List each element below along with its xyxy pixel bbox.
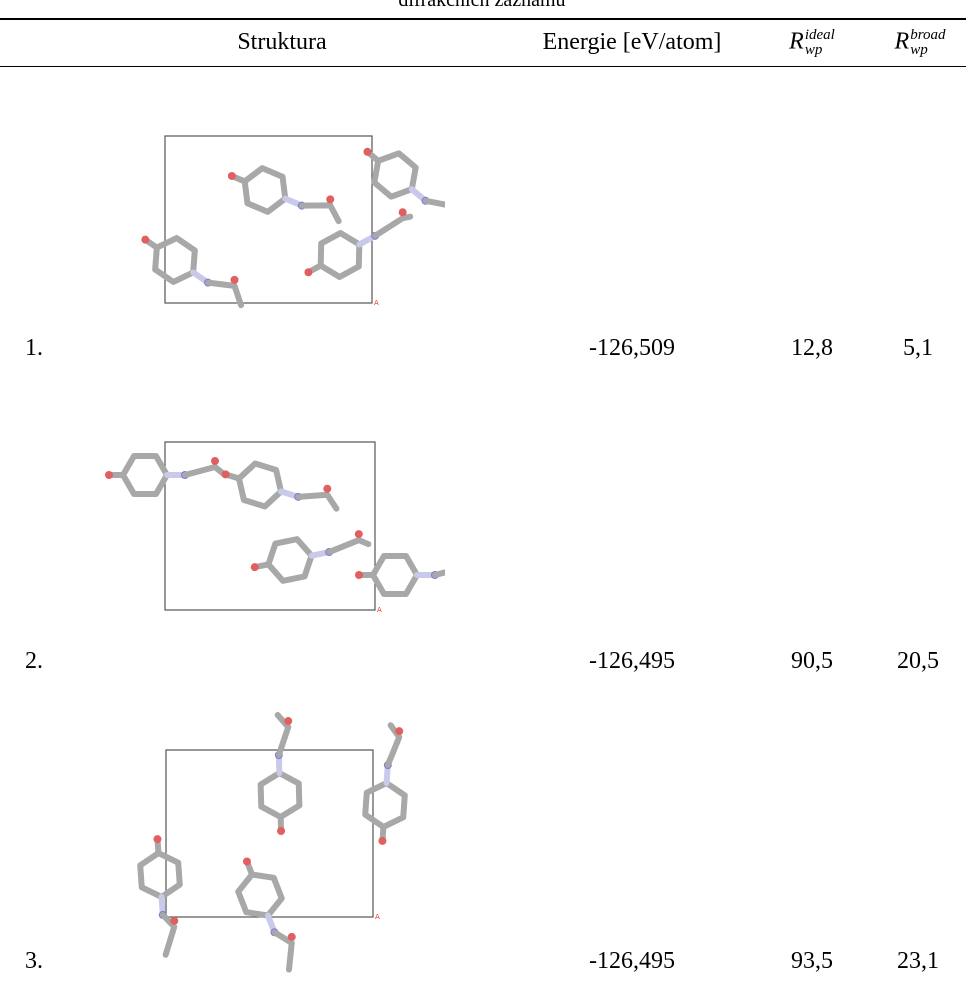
subscript: wp	[910, 43, 945, 58]
structure-image: A	[95, 400, 445, 640]
atom	[363, 148, 371, 156]
axis-label: A	[374, 299, 379, 307]
atom	[288, 933, 296, 941]
atom	[277, 827, 285, 835]
bond	[239, 464, 281, 507]
column-header: Struktura	[237, 30, 326, 54]
atom	[211, 457, 219, 465]
r-broad: 23,1	[897, 949, 939, 973]
atom	[141, 236, 149, 244]
bond	[140, 853, 180, 897]
bond	[123, 456, 167, 494]
axis-label: A	[375, 913, 380, 921]
energy: -126,509	[589, 336, 675, 360]
header-rule	[0, 66, 966, 67]
structure-image: A	[95, 95, 445, 345]
page: {"header": {"caption": "difrakčních zázn…	[0, 0, 966, 994]
structure-image: A	[95, 685, 445, 975]
top-rule	[0, 18, 966, 20]
r-broad: 20,5	[897, 649, 939, 673]
bond	[329, 540, 368, 552]
bond	[185, 467, 225, 475]
document: difrakčních záznamů Struktura Energie [e…	[0, 0, 966, 994]
r-ideal: 93,5	[791, 949, 833, 973]
atom	[399, 208, 407, 216]
subscript: wp	[805, 43, 835, 58]
atom	[153, 835, 161, 843]
r-broad: 5,1	[903, 336, 933, 360]
atom	[105, 471, 113, 479]
bond	[268, 539, 311, 581]
symbol: R	[789, 29, 804, 55]
atom	[304, 268, 312, 276]
atom	[284, 717, 292, 725]
superscript: ideal	[805, 28, 835, 43]
bond	[261, 773, 300, 817]
row-index: 2.	[25, 649, 43, 673]
energy: -126,495	[589, 649, 675, 673]
atom	[170, 917, 178, 925]
r-ideal: 90,5	[791, 649, 833, 673]
row-index: 3.	[25, 949, 43, 973]
atom	[323, 485, 331, 493]
atom	[251, 563, 259, 571]
atom	[326, 195, 334, 203]
r-ideal: 12,8	[791, 336, 833, 360]
row-index: 1.	[25, 336, 43, 360]
bond	[245, 168, 286, 212]
atom	[228, 172, 236, 180]
energy: -126,495	[589, 949, 675, 973]
bond	[208, 283, 241, 306]
bond	[155, 238, 195, 282]
bond	[298, 495, 336, 509]
bond	[365, 783, 405, 827]
bond	[321, 233, 360, 277]
atom	[378, 837, 386, 845]
bond	[373, 556, 417, 594]
atom	[231, 276, 239, 284]
superscript: broad	[910, 28, 945, 43]
bond	[435, 567, 445, 575]
bond	[375, 217, 410, 236]
bond	[426, 201, 445, 227]
atom	[222, 470, 230, 478]
unit-cell	[166, 750, 373, 917]
axis-label: A	[377, 606, 382, 614]
atom	[395, 727, 403, 735]
atom	[355, 530, 363, 538]
atom	[355, 571, 363, 579]
symbol: R	[895, 29, 910, 55]
caption: difrakčních záznamů	[398, 0, 565, 10]
atom	[243, 857, 251, 865]
bond	[302, 205, 339, 221]
column-header: Energie [eV/atom]	[543, 30, 722, 54]
bond	[238, 874, 281, 915]
